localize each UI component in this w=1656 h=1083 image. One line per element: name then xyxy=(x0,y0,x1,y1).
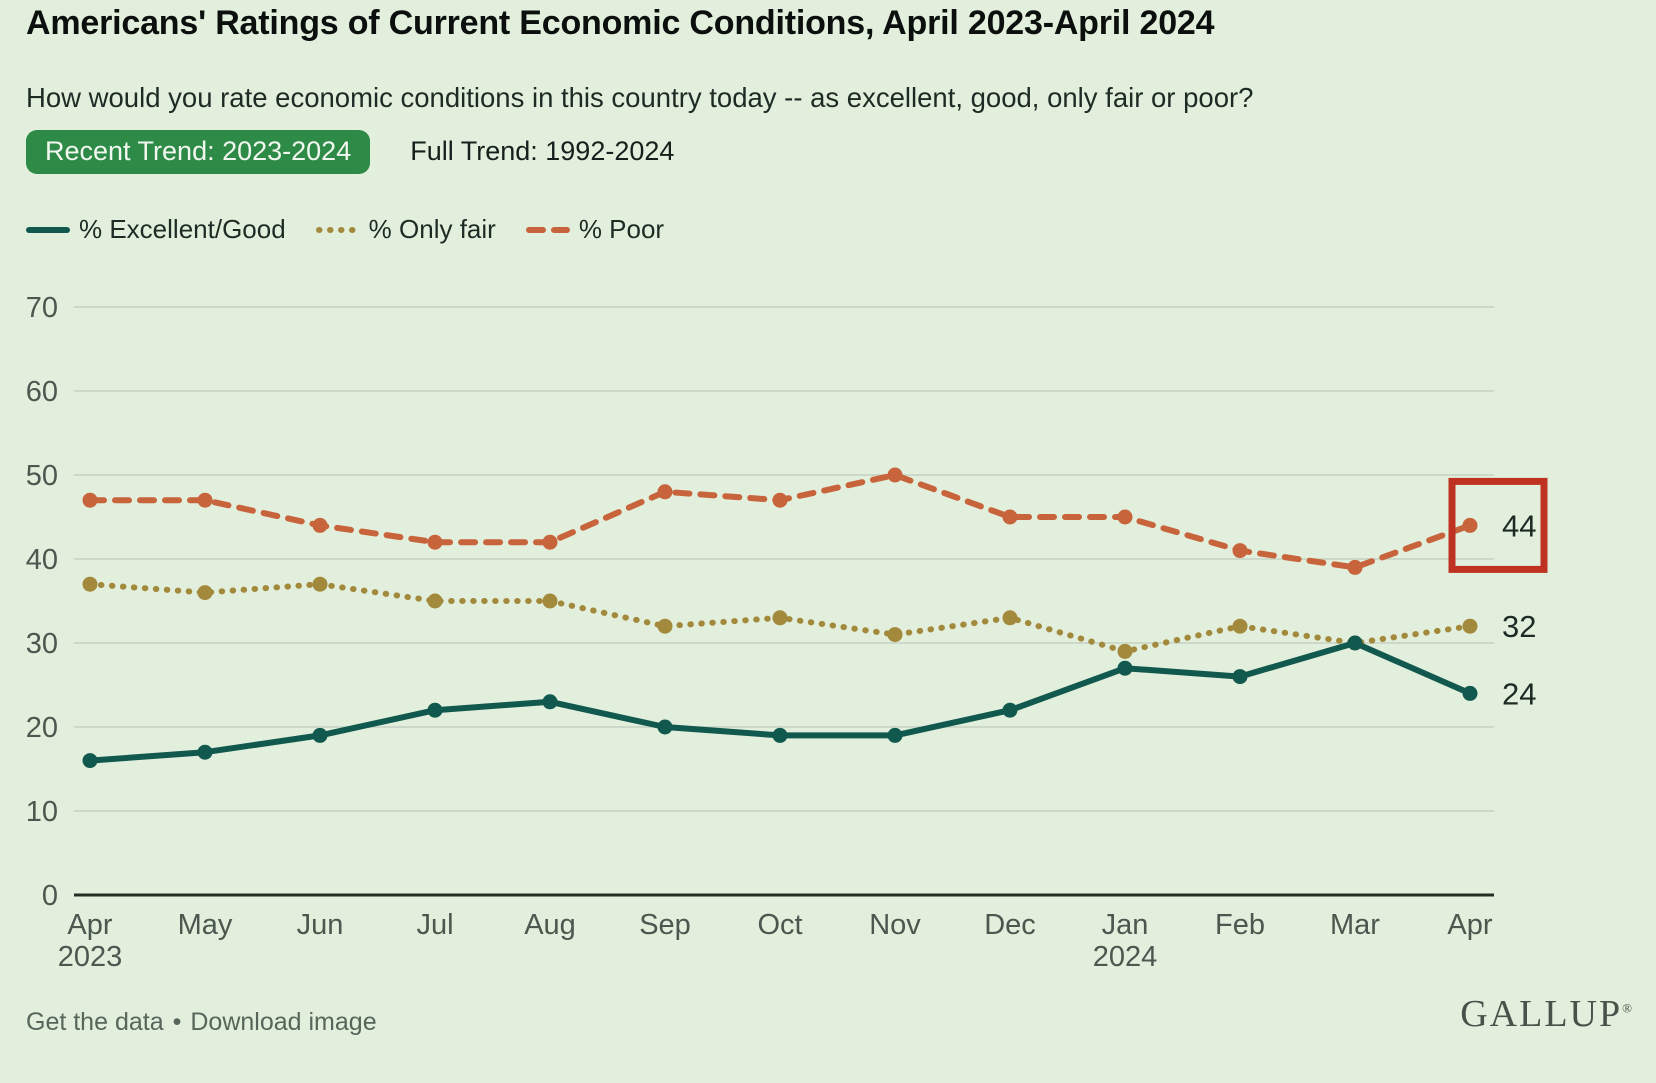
svg-text:50: 50 xyxy=(26,460,58,492)
data-point-only-fair xyxy=(312,576,328,592)
data-point-only-fair xyxy=(1117,643,1133,659)
data-point-poor xyxy=(427,534,443,550)
end-value-label-excellent-good: 24 xyxy=(1502,676,1536,711)
survey-question: How would you rate economic conditions i… xyxy=(26,82,1254,113)
svg-text:Jan: Jan xyxy=(1102,909,1149,941)
data-point-only-fair xyxy=(1002,610,1018,626)
legend-item-excellent-good: % Excellent/Good xyxy=(26,214,286,245)
legend-label: % Poor xyxy=(578,214,665,244)
data-point-excellent-good xyxy=(542,694,558,710)
data-point-only-fair xyxy=(1462,618,1478,634)
data-point-excellent-good xyxy=(1117,660,1133,676)
data-point-only-fair xyxy=(887,627,903,643)
svg-text:70: 70 xyxy=(26,292,58,324)
svg-text:Apr: Apr xyxy=(1447,909,1492,941)
page-title: Americans' Ratings of Current Economic C… xyxy=(26,4,1215,42)
legend-label: % Excellent/Good xyxy=(79,214,286,244)
data-point-excellent-good xyxy=(312,727,328,743)
series-poor xyxy=(82,467,1478,575)
legend-swatch-dotted-line-icon xyxy=(315,223,360,237)
gallup-logo: GALLUP® xyxy=(1460,993,1632,1035)
data-point-only-fair xyxy=(82,576,98,592)
svg-text:0: 0 xyxy=(42,880,58,912)
data-point-excellent-good xyxy=(772,727,788,743)
data-point-only-fair xyxy=(197,585,213,601)
svg-text:2024: 2024 xyxy=(1093,941,1158,973)
data-point-excellent-good xyxy=(1232,669,1248,685)
svg-text:Nov: Nov xyxy=(869,909,921,941)
svg-text:Jul: Jul xyxy=(416,909,453,941)
svg-text:Jun: Jun xyxy=(297,909,344,941)
get-the-data-link[interactable]: Get the data xyxy=(26,1008,164,1036)
data-point-excellent-good xyxy=(427,702,443,718)
svg-text:30: 30 xyxy=(26,628,58,660)
svg-text:40: 40 xyxy=(26,544,58,576)
data-point-excellent-good xyxy=(1347,635,1363,651)
registered-mark: ® xyxy=(1622,1000,1632,1016)
svg-text:10: 10 xyxy=(26,796,58,828)
chart-legend: % Excellent/Good % Only fair % Poor xyxy=(26,214,664,245)
data-point-only-fair xyxy=(657,618,673,634)
svg-text:Feb: Feb xyxy=(1215,909,1265,941)
legend-item-poor: % Poor xyxy=(525,214,665,245)
data-point-poor xyxy=(1232,543,1248,559)
tab-recent-trend[interactable]: Recent Trend: 2023-2024 xyxy=(26,130,371,174)
data-point-poor xyxy=(312,517,328,533)
end-value-label-poor: 44 xyxy=(1502,508,1536,543)
svg-text:Mar: Mar xyxy=(1330,909,1380,941)
highlight-box xyxy=(1448,477,1548,573)
data-point-excellent-good xyxy=(887,727,903,743)
legend-swatch-solid-line-icon xyxy=(26,223,70,237)
legend-item-only-fair: % Only fair xyxy=(315,214,496,245)
legend-label: % Only fair xyxy=(368,214,496,244)
series-excellent-good xyxy=(82,635,1478,769)
footer-links: Get the data • Download image xyxy=(26,1008,377,1037)
data-point-poor xyxy=(1462,517,1478,533)
end-value-label-only-fair: 32 xyxy=(1502,609,1536,644)
svg-text:Dec: Dec xyxy=(984,909,1036,941)
y-axis-labels: 0 10 20 30 40 50 60 70 xyxy=(26,292,58,912)
data-point-excellent-good xyxy=(657,719,673,735)
tab-full-trend[interactable]: Full Trend: 1992-2024 xyxy=(410,130,674,174)
data-point-excellent-good xyxy=(1002,702,1018,718)
svg-text:May: May xyxy=(178,909,233,941)
svg-text:Apr: Apr xyxy=(67,909,112,941)
data-point-only-fair xyxy=(427,593,443,609)
download-image-link[interactable]: Download image xyxy=(190,1008,377,1036)
data-point-poor xyxy=(542,534,558,550)
gridlines xyxy=(74,306,1494,812)
data-point-poor xyxy=(772,492,788,508)
data-point-poor xyxy=(657,484,673,500)
footer-separator: • xyxy=(172,1008,182,1036)
data-point-poor xyxy=(1002,509,1018,525)
legend-swatch-dashed-line-icon xyxy=(525,223,570,237)
data-point-poor xyxy=(1347,559,1363,575)
data-point-poor xyxy=(887,467,903,483)
svg-text:Oct: Oct xyxy=(757,909,802,941)
data-point-excellent-good xyxy=(82,753,98,769)
svg-text:Sep: Sep xyxy=(639,909,691,941)
svg-text:Aug: Aug xyxy=(524,909,576,941)
data-point-only-fair xyxy=(772,610,788,626)
data-point-poor xyxy=(1117,509,1133,525)
series-only-fair xyxy=(82,576,1478,659)
data-point-only-fair xyxy=(1232,618,1248,634)
svg-text:20: 20 xyxy=(26,712,58,744)
svg-text:60: 60 xyxy=(26,376,58,408)
svg-text:2023: 2023 xyxy=(58,941,123,973)
data-point-excellent-good xyxy=(197,744,213,760)
data-point-poor xyxy=(197,492,213,508)
data-point-excellent-good xyxy=(1462,685,1478,701)
data-point-poor xyxy=(82,492,98,508)
trend-tabs: Recent Trend: 2023-2024 Full Trend: 1992… xyxy=(26,130,674,174)
data-point-only-fair xyxy=(542,593,558,609)
